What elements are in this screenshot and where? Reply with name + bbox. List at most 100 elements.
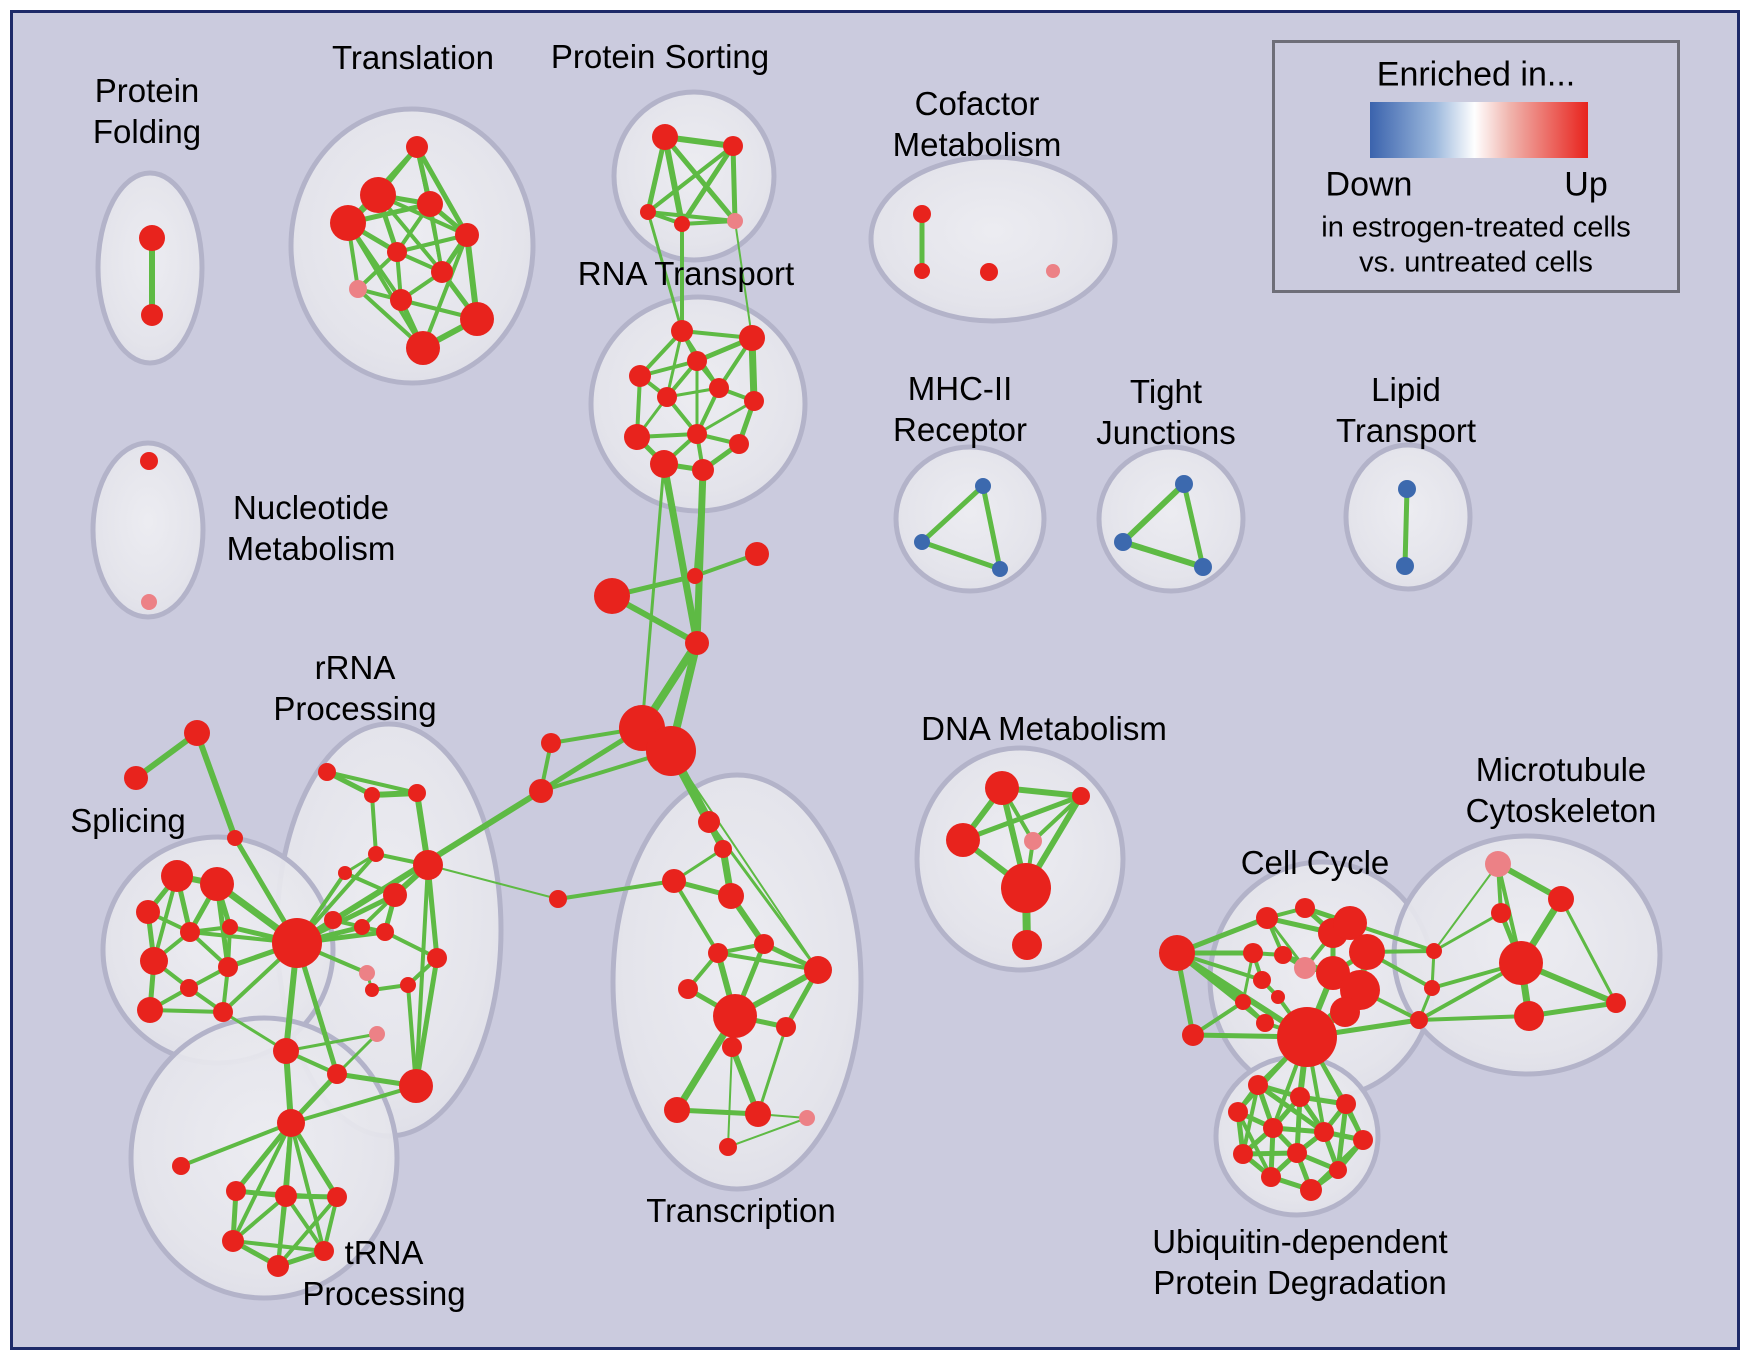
geneset-node-CC0 xyxy=(1159,935,1195,971)
edge-TN4-TN5 xyxy=(231,1239,326,1253)
geneset-node-MH2 xyxy=(992,561,1008,577)
edge-T0-T4 xyxy=(414,144,470,238)
geneset-node-D4 xyxy=(1001,863,1051,913)
geneset-node-TR3 xyxy=(678,979,698,999)
edge-TR10-TR9 xyxy=(727,1117,808,1148)
geneset-node-U4 xyxy=(1263,1118,1283,1138)
geneset-node-MT4 xyxy=(1514,1001,1544,1031)
geneset-node-U10 xyxy=(1329,1161,1347,1179)
geneset-node-TR2 xyxy=(804,956,832,984)
geneset-node-NM0 xyxy=(140,452,158,470)
geneset-node-CC15 xyxy=(1330,997,1360,1027)
geneset-node-T4 xyxy=(455,223,479,247)
geneset-node-SP6 xyxy=(218,957,238,977)
edge-X8-X11 xyxy=(556,879,676,901)
geneset-node-U9 xyxy=(1261,1167,1281,1187)
geneset-node-RR15 xyxy=(327,1064,347,1084)
geneset-node-RR2 xyxy=(408,784,426,802)
geneset-node-CC9 xyxy=(1235,994,1251,1010)
geneset-node-CC12 xyxy=(1349,934,1385,970)
geneset-node-TR7 xyxy=(664,1097,690,1123)
geneset-node-RR11 xyxy=(427,948,447,968)
geneset-node-D3 xyxy=(1024,832,1042,850)
geneset-node-S2 xyxy=(227,830,243,846)
geneset-node-X1 xyxy=(687,568,703,584)
geneset-node-TF0 xyxy=(277,1109,305,1137)
geneset-node-MT1 xyxy=(1548,886,1574,912)
geneset-node-PF0 xyxy=(139,225,165,251)
geneset-node-R9 xyxy=(729,434,749,454)
edge-TN2-TN4 xyxy=(231,1194,288,1243)
geneset-node-T2 xyxy=(417,191,443,217)
geneset-node-TR0 xyxy=(708,943,728,963)
edge-TF0-TN5 xyxy=(289,1121,326,1253)
edge-MH1-MH2 xyxy=(919,539,1003,572)
edge-PS1-PS3 xyxy=(679,143,736,227)
geneset-node-CC13 xyxy=(1316,956,1350,990)
geneset-node-X3 xyxy=(685,631,709,655)
edge-TF0-TN4 xyxy=(231,1121,293,1243)
cluster-ellipse-tight-junctions xyxy=(1096,444,1246,594)
geneset-node-RR0 xyxy=(318,763,336,781)
geneset-node-M2 xyxy=(1410,1011,1428,1029)
geneset-node-TR6 xyxy=(722,1037,742,1057)
edge-LT0-LT1 xyxy=(1402,486,1410,569)
edge-RR1-RR3 xyxy=(370,793,378,856)
legend-gradient-bar xyxy=(1370,102,1588,158)
geneset-node-T7 xyxy=(349,280,367,298)
legend-box: Enriched in... Down Up in estrogen-treat… xyxy=(1272,40,1680,293)
edge-TN3-TN6 xyxy=(276,1195,339,1268)
geneset-node-CC2 xyxy=(1256,907,1278,929)
edge-S0-S2 xyxy=(194,730,238,841)
geneset-node-TR10 xyxy=(719,1138,737,1156)
geneset-node-TN1 xyxy=(226,1181,246,1201)
edge-TF0-TN0 xyxy=(179,1121,293,1168)
geneset-node-SP9 xyxy=(213,1002,233,1022)
cluster-ellipse-cofactor-metabolism xyxy=(868,154,1118,324)
geneset-node-SP5 xyxy=(140,947,168,975)
geneset-node-D0 xyxy=(985,771,1019,805)
nodes-layer xyxy=(124,124,1626,1277)
geneset-node-T3 xyxy=(330,205,366,241)
edge-RR17-RR14 xyxy=(284,1032,379,1053)
geneset-node-X12 xyxy=(718,883,744,909)
geneset-node-CC6 xyxy=(1294,957,1316,979)
geneset-node-RR13 xyxy=(365,983,379,997)
geneset-node-CC4 xyxy=(1243,943,1263,963)
geneset-node-PS1 xyxy=(723,136,743,156)
geneset-node-PS3 xyxy=(674,216,690,232)
geneset-node-MH0 xyxy=(975,478,991,494)
edge-D1-D2 xyxy=(960,793,1084,843)
geneset-node-SP2 xyxy=(136,900,160,924)
edge-TR7-TR8 xyxy=(674,1107,761,1117)
geneset-node-X9 xyxy=(698,811,720,833)
edge-M2-MT4 xyxy=(1417,1014,1531,1022)
edge-TR10-TR6 xyxy=(727,1046,733,1148)
edge-MT1-MT5 xyxy=(1559,897,1618,1005)
edge-X11-TR0 xyxy=(672,879,720,955)
geneset-node-T6 xyxy=(431,261,453,283)
geneset-node-S0 xyxy=(184,720,210,746)
geneset-node-CC5 xyxy=(1274,946,1292,964)
cluster-ellipse-nucleotide-metabolism xyxy=(90,440,206,620)
geneset-node-X10 xyxy=(714,840,732,858)
geneset-node-T0 xyxy=(406,136,428,158)
legend-subtitle-line2: vs. untreated cells xyxy=(1359,246,1593,279)
geneset-node-RR8 xyxy=(354,919,370,935)
geneset-node-D2 xyxy=(946,823,980,857)
geneset-node-TN0 xyxy=(172,1157,190,1175)
edge-TF0-TN3 xyxy=(288,1120,340,1200)
geneset-node-RR9 xyxy=(376,923,394,941)
geneset-node-PS4 xyxy=(727,213,743,229)
geneset-node-CC16 xyxy=(1277,1007,1337,1067)
geneset-node-TJ1 xyxy=(1114,533,1132,551)
geneset-node-X2 xyxy=(594,578,630,614)
geneset-node-X6 xyxy=(541,733,561,753)
geneset-node-MT2 xyxy=(1491,903,1511,923)
geneset-node-CC3 xyxy=(1295,898,1315,918)
geneset-node-TR8 xyxy=(745,1101,771,1127)
geneset-node-R6 xyxy=(744,391,764,411)
geneset-node-M0 xyxy=(1426,943,1442,959)
geneset-node-M1 xyxy=(1424,980,1440,996)
